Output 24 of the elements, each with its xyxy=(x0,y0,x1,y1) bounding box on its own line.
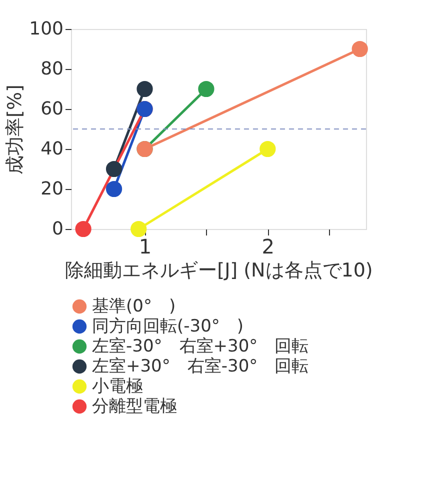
point xyxy=(130,220,147,238)
legend-label: 左室+30° 右室-30° 回転 xyxy=(92,356,309,376)
x-tick-label: 2 xyxy=(262,234,275,258)
y-axis-title: 成功率[%] xyxy=(4,84,26,174)
x-tick-label: 1 xyxy=(138,234,152,258)
legend-label: 同方向回転(-30° ) xyxy=(92,316,244,336)
point xyxy=(75,220,92,238)
point xyxy=(136,80,153,98)
point xyxy=(106,180,122,198)
legend-label: 左室-30° 右室+30° 回転 xyxy=(92,336,309,356)
y-tick-label: 20 xyxy=(40,178,64,200)
point xyxy=(106,160,122,178)
y-tick-label: 40 xyxy=(40,138,64,160)
legend-label: 基準(0° ) xyxy=(92,296,176,316)
legend-label: 分離型電極 xyxy=(92,396,177,416)
y-tick-label: 60 xyxy=(40,98,64,120)
y-tick-label: 100 xyxy=(29,18,64,40)
y-tick-label: 0 xyxy=(52,218,64,240)
y-tick-label: 80 xyxy=(40,58,64,80)
legend-label: 小電極 xyxy=(92,376,143,396)
point xyxy=(352,40,368,58)
point xyxy=(260,140,276,158)
x-axis-title: 除細動エネルギー[J] (Nは各点で10) xyxy=(65,260,373,282)
point xyxy=(198,80,214,98)
